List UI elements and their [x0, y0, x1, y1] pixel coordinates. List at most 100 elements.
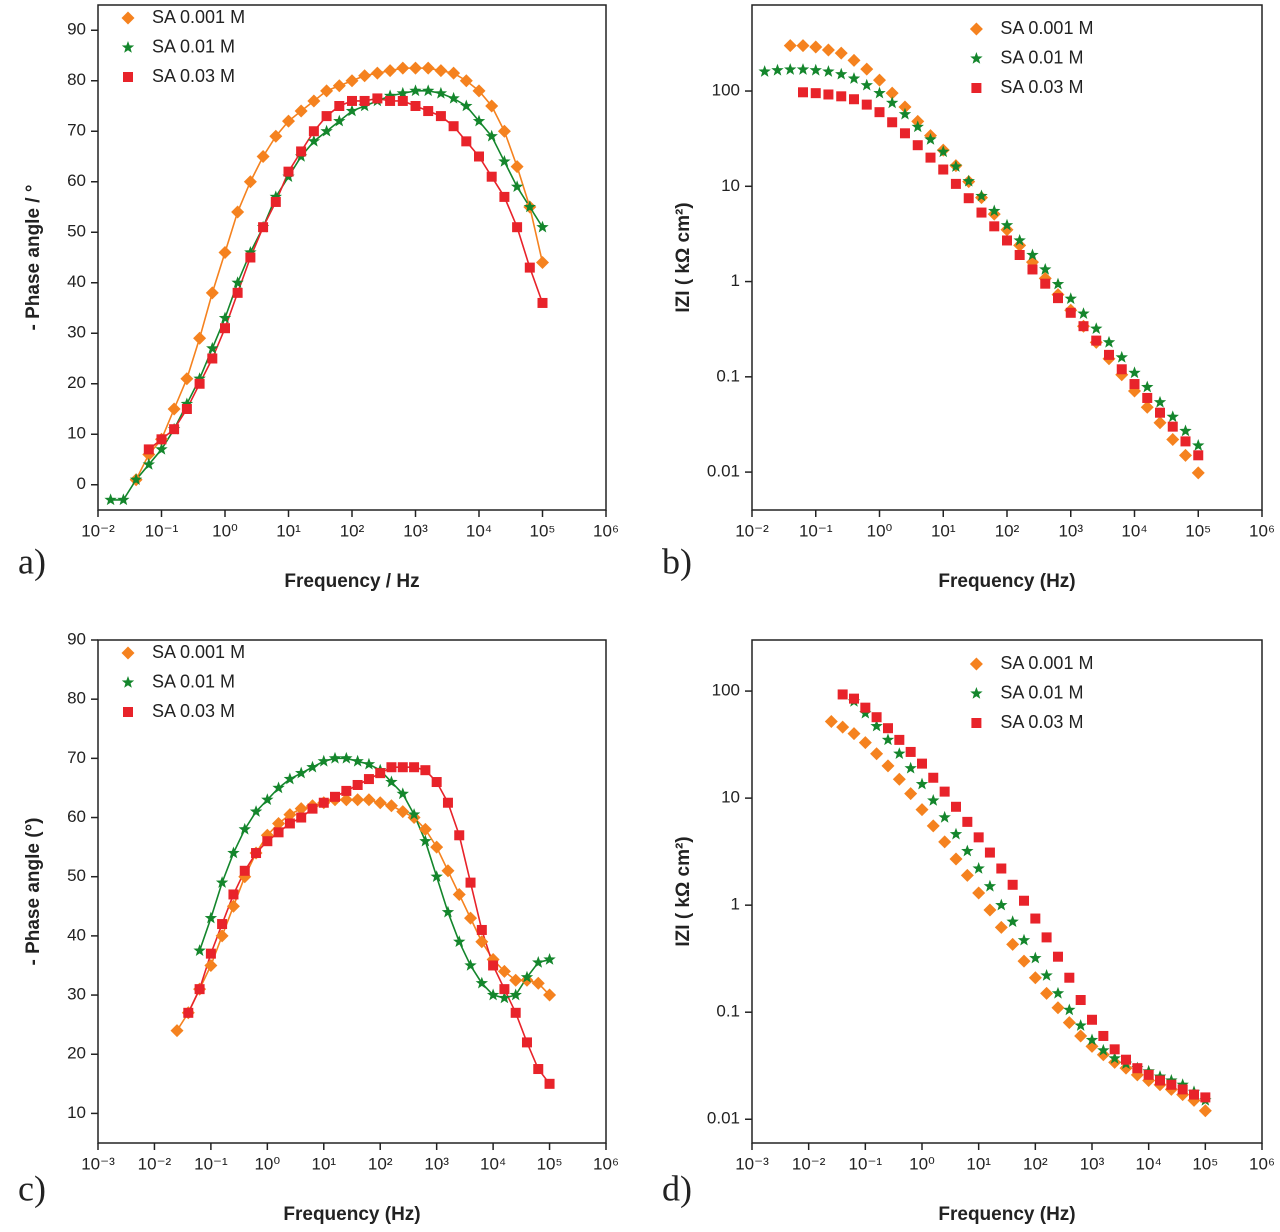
- star-marker: [1085, 1033, 1099, 1046]
- y-tick-label: 0.01: [707, 462, 740, 481]
- diamond-marker: [873, 73, 886, 87]
- x-tick-label: 10⁶: [1249, 521, 1275, 540]
- y-tick-label: 10: [721, 788, 740, 807]
- y-axis-label: - Phase angle / °: [23, 185, 44, 331]
- diamond-marker: [994, 920, 1008, 934]
- x-axis-label: Frequency (Hz): [938, 1204, 1075, 1225]
- star-marker: [904, 761, 917, 774]
- square-marker: [510, 1007, 521, 1018]
- y-tick-label: 80: [67, 689, 86, 708]
- star-marker: [995, 898, 1008, 911]
- square-marker: [194, 984, 205, 995]
- x-tick-label: 10²: [368, 1154, 393, 1173]
- star-marker: [1108, 1051, 1121, 1064]
- diamond-marker: [983, 903, 997, 917]
- square-marker: [385, 95, 396, 106]
- diamond-marker: [370, 66, 384, 80]
- panel: 10⁻² 10⁻¹ 10⁰ 10¹ 10² 10³ 10⁴ 10⁵ 10⁶ 0 10 20 30 40 50…: [18, 4, 619, 592]
- square-marker: [334, 101, 345, 111]
- star-marker: [520, 970, 534, 983]
- square-marker: [963, 193, 974, 204]
- square-marker: [512, 222, 523, 233]
- star-marker: [970, 687, 983, 699]
- diamond-marker: [418, 822, 432, 836]
- star-marker: [1040, 969, 1053, 981]
- square-marker: [1091, 335, 1102, 346]
- square-marker: [1155, 407, 1166, 418]
- square-marker: [874, 107, 885, 118]
- square-marker: [245, 252, 256, 263]
- star-marker: [1176, 1078, 1189, 1091]
- y-tick-label: 50: [67, 222, 86, 241]
- square-marker: [798, 87, 809, 98]
- square-marker: [251, 848, 262, 859]
- diamond-marker: [1153, 416, 1167, 430]
- x-tick-label: 10⁻¹: [194, 1154, 228, 1173]
- star-marker: [317, 754, 330, 767]
- star-marker: [822, 65, 835, 77]
- series-layer: [104, 61, 549, 506]
- square-marker: [386, 762, 397, 773]
- star-marker: [784, 63, 797, 75]
- square-marker: [1007, 879, 1018, 890]
- diamond-marker: [485, 99, 499, 113]
- star-marker: [345, 104, 359, 117]
- square-marker: [1014, 250, 1025, 261]
- x-tick-label: 10¹: [966, 1154, 991, 1173]
- x-axis-label: Frequency (Hz): [938, 571, 1075, 592]
- x-tick-label: 10⁵: [1185, 521, 1211, 540]
- star-marker: [510, 180, 524, 193]
- square-marker: [1166, 1079, 1177, 1090]
- diamond-marker: [1040, 986, 1054, 1000]
- square-marker: [996, 863, 1007, 874]
- diamond-marker: [256, 150, 270, 163]
- diamond-marker: [332, 79, 346, 93]
- diamond-marker: [885, 86, 899, 100]
- square-marker: [156, 434, 167, 445]
- square-marker: [925, 152, 936, 163]
- square-marker: [329, 791, 340, 802]
- diamond-marker: [434, 64, 448, 78]
- star-marker: [835, 67, 848, 80]
- x-tick-label: 10²: [340, 521, 365, 540]
- legend-label: SA 0.03 M: [1000, 712, 1083, 732]
- star-marker: [1192, 439, 1205, 451]
- diamond-marker: [949, 852, 963, 866]
- star-marker: [859, 706, 872, 719]
- star-marker: [1039, 262, 1052, 275]
- x-tick-label: 10⁰: [909, 1154, 935, 1173]
- star-marker: [870, 719, 883, 732]
- x-tick-label: 10⁻³: [81, 1154, 115, 1173]
- star-marker: [1029, 951, 1042, 964]
- star-marker: [218, 311, 232, 324]
- star-marker: [1006, 915, 1019, 927]
- star-marker: [193, 944, 206, 956]
- diamond-marker: [1179, 448, 1193, 462]
- diamond-marker: [824, 714, 838, 728]
- y-tick-label: 80: [67, 70, 86, 89]
- star-marker: [771, 63, 784, 76]
- star-marker: [121, 41, 135, 53]
- square-marker: [962, 816, 973, 827]
- star-marker: [447, 91, 460, 104]
- x-tick-label: 10³: [403, 521, 428, 540]
- square-marker: [1129, 379, 1140, 390]
- legend-label: SA 0.01 M: [152, 36, 235, 56]
- diamond-marker: [881, 759, 895, 773]
- star-marker: [441, 905, 455, 918]
- diamond-marker: [531, 976, 545, 990]
- x-tick-label: 10⁻¹: [849, 1154, 883, 1173]
- y-tick-label: 40: [67, 272, 86, 291]
- x-tick-label: 10⁴: [1121, 521, 1147, 540]
- diamond-marker: [497, 964, 511, 978]
- square-marker: [123, 707, 133, 717]
- diamond-marker: [1051, 1001, 1065, 1015]
- y-tick-label: 90: [67, 20, 86, 39]
- star-marker: [1013, 233, 1026, 246]
- square-marker: [352, 779, 363, 790]
- star-marker: [1128, 366, 1141, 379]
- square-marker: [1132, 1063, 1143, 1074]
- star-marker: [543, 953, 556, 965]
- diamond-marker: [536, 256, 549, 270]
- star-marker: [898, 107, 912, 120]
